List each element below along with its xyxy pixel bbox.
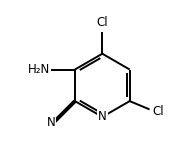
Text: H₂N: H₂N [28,63,50,76]
Text: N: N [47,115,56,128]
Text: Cl: Cl [97,16,108,29]
Text: Cl: Cl [153,105,164,118]
Text: N: N [98,110,107,123]
